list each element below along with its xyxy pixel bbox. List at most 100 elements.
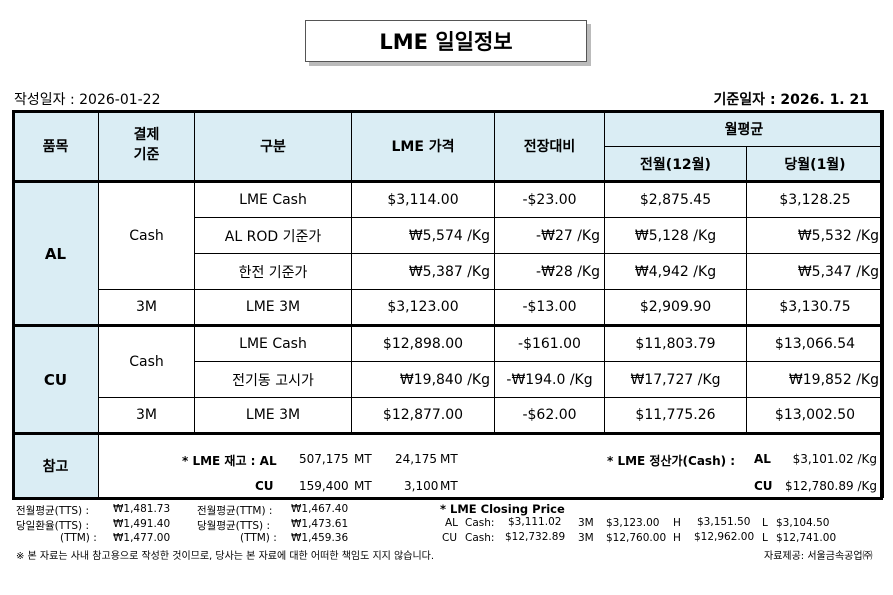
price-cell: ₩5,387 /Kg [351, 253, 495, 290]
change-cell: -$13.00 [494, 289, 605, 326]
unit: MT [440, 479, 458, 493]
header-prev: 전월(12월) [604, 146, 747, 182]
al-settle-price: $3,101.02 /Kg [792, 452, 877, 466]
table-row: AL Cash LME Cash $3,114.00 -$23.00 $2,87… [12, 180, 884, 326]
reference-cell: * LME 재고 : AL CU 507,175 MT 24,175 MT 15… [98, 432, 884, 498]
type-cell: AL ROD 기준가 [194, 217, 352, 254]
prev-cell: ₩4,942 /Kg [604, 253, 747, 290]
settle-label: * LME 정산가(Cash) : [607, 454, 736, 468]
closing-l-label: L [762, 532, 768, 544]
price-cell: $3,123.00 [351, 289, 495, 326]
page-title: LME 일일정보 [305, 20, 587, 62]
disclaimer: ※ 본 자료는 사내 참고용으로 작성한 것이므로, 당사는 본 자료에 대한 … [16, 551, 435, 562]
fx-value: ₩1,459.36 [291, 532, 349, 544]
prev-cell: $2,875.45 [604, 180, 747, 218]
price-cell: $12,877.00 [351, 397, 495, 434]
change-cell: -₩27 /Kg [494, 217, 605, 254]
change-cell: -₩28 /Kg [494, 253, 605, 290]
header-settle: 결제 기준 [98, 110, 195, 182]
closing-3m-label: 3M [578, 532, 594, 544]
item-cu: CU [12, 324, 99, 434]
closing-l-label: L [762, 517, 768, 529]
change-cell: -₩194.0 /Kg [494, 361, 605, 398]
settle-cell: 3M [98, 289, 195, 326]
closing-3m: $3,123.00 [606, 517, 660, 529]
settle-cell: 3M [98, 397, 195, 434]
type-cell: LME 3M [194, 397, 352, 434]
settle-cell: Cash [98, 180, 195, 290]
cu-settle-price: $12,780.89 /Kg [784, 479, 877, 493]
data-source: 자료제공: 서울금속공업㈜ [764, 551, 873, 562]
prev-cell: ₩17,727 /Kg [604, 361, 747, 398]
closing-cash: $3,111.02 [508, 516, 562, 528]
unit: MT [440, 452, 458, 466]
settle-cell: Cash [98, 324, 195, 398]
closing-high: $12,962.00 [694, 531, 755, 543]
prev-cell: ₩5,128 /Kg [604, 217, 747, 254]
closing-cash-label: Cash: [465, 517, 495, 529]
cur-cell: $13,066.54 [746, 324, 884, 362]
change-cell: -$23.00 [494, 180, 605, 218]
cur-cell: ₩5,532 /Kg [746, 217, 884, 254]
settle-cu-label: CU [754, 479, 773, 493]
closing-h-label: H [673, 517, 681, 529]
type-cell: LME Cash [194, 324, 352, 362]
closing-low: $3,104.50 [776, 517, 830, 529]
fx-label: 당일환율(TTS) : [16, 520, 90, 532]
header-monthly: 월평균 [604, 110, 884, 147]
type-cell: 한전 기준가 [194, 253, 352, 290]
unit: MT [354, 452, 372, 466]
cu-stock: 159,400 [299, 479, 349, 493]
item-al: AL [12, 180, 99, 326]
table-row: AL ROD 기준가 ₩5,574 /Kg -₩27 /Kg ₩5,128 /K… [13, 217, 884, 254]
fx-label: 당월평균(TTS) : [197, 520, 271, 532]
al-stock: 507,175 [299, 452, 349, 466]
prev-cell: $11,803.79 [604, 324, 747, 362]
header-cur: 당월(1월) [746, 146, 884, 182]
price-cell: $12,898.00 [351, 324, 495, 362]
closing-metal: AL [445, 517, 459, 529]
closing-h-label: H [673, 532, 681, 544]
table-row: 전기동 고시가 ₩19,840 /Kg -₩194.0 /Kg ₩17,727 … [13, 361, 884, 398]
closing-high: $3,151.50 [697, 516, 751, 528]
cur-cell: ₩5,347 /Kg [746, 253, 884, 290]
type-cell: LME 3M [194, 289, 352, 326]
reference-label: 참고 [12, 432, 99, 498]
table-row: 3M LME 3M $3,123.00 -$13.00 $2,909.90 $3… [13, 289, 884, 326]
table-row: 3M LME 3M $12,877.00 -$62.00 $11,775.26 … [13, 397, 884, 434]
type-cell: 전기동 고시가 [194, 361, 352, 398]
al-stock-change: 24,175 [395, 452, 437, 466]
closing-metal: CU [442, 532, 458, 544]
prev-cell: $11,775.26 [604, 397, 747, 434]
prev-cell: $2,909.90 [604, 289, 747, 326]
closing-3m: $12,760.00 [606, 532, 667, 544]
fx-value: ₩1,467.40 [291, 503, 349, 515]
change-cell: -$161.00 [494, 324, 605, 362]
closing-title: * LME Closing Price [440, 502, 565, 516]
stock-label: * LME 재고 : AL [182, 454, 277, 468]
header-item: 품목 [12, 110, 99, 182]
change-cell: -$62.00 [494, 397, 605, 434]
type-cell: LME Cash [194, 180, 352, 218]
closing-cash: $12,732.89 [505, 531, 566, 543]
fx-label: (TTM) : [240, 532, 277, 544]
price-cell: $3,114.00 [351, 180, 495, 218]
price-cell: ₩19,840 /Kg [351, 361, 495, 398]
price-cell: ₩5,574 /Kg [351, 217, 495, 254]
closing-cash-label: Cash: [465, 532, 495, 544]
table-row: 한전 기준가 ₩5,387 /Kg -₩28 /Kg ₩4,942 /Kg ₩5… [13, 253, 884, 290]
header-change: 전장대비 [494, 110, 605, 182]
fx-value: ₩1,477.00 [113, 532, 171, 544]
fx-label: 전월평균(TTS) : [16, 505, 90, 517]
cu-stock-change: 3,100 [404, 479, 439, 493]
created-date: 작성일자 : 2026-01-22 [14, 92, 161, 108]
fx-value: ₩1,491.40 [113, 518, 171, 530]
cur-cell: $3,128.25 [746, 180, 884, 218]
basis-date: 기준일자 : 2026. 1. 21 [713, 92, 869, 108]
unit: MT [354, 479, 372, 493]
lme-table: 품목 결제 기준 구분 LME 가격 전장대비 월평균 전월(12월) 당월(1… [12, 110, 884, 498]
fx-value: ₩1,473.61 [291, 518, 349, 530]
fx-label: (TTM) : [60, 532, 97, 544]
header-price: LME 가격 [351, 110, 495, 182]
closing-low: $12,741.00 [776, 532, 837, 544]
